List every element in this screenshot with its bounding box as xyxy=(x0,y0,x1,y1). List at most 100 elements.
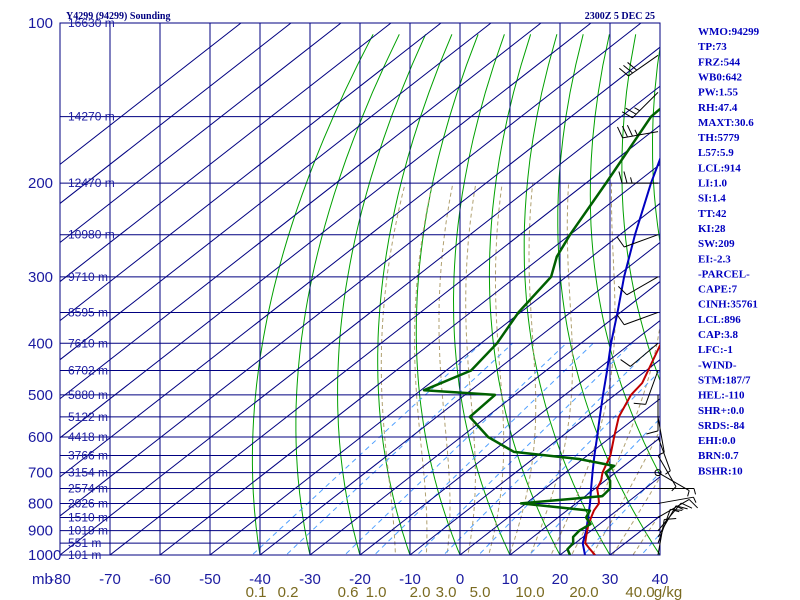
pressure-tick-label: 1000 xyxy=(28,547,61,564)
mixing-ratio-label: g/kg xyxy=(654,584,682,600)
temperature-trace-line xyxy=(584,343,660,555)
height-label: 16630 m xyxy=(68,16,115,30)
index-readout: WMO:94299 xyxy=(698,26,760,38)
wind-barb xyxy=(657,416,665,453)
index-readout: FRZ:544 xyxy=(698,56,741,68)
mixing-ratio-line xyxy=(582,471,660,555)
index-readout: CINH:35761 xyxy=(698,299,758,311)
height-label: 14270 m xyxy=(68,110,115,124)
temperature-tick-label: 10 xyxy=(502,571,519,588)
isotherm-line xyxy=(159,163,660,555)
wind-barb xyxy=(657,505,677,538)
temperature-tick-label: -20 xyxy=(349,571,371,588)
index-readout: CAPE:7 xyxy=(698,284,738,296)
index-readout: TP:73 xyxy=(698,41,727,53)
moist-adiabat-line xyxy=(488,183,505,555)
isotherm-line xyxy=(60,23,392,283)
wind-barb-flag xyxy=(620,359,631,367)
wind-barb-flag xyxy=(680,502,693,509)
dry-adiabat-line xyxy=(523,34,611,555)
wind-barb-flag xyxy=(692,496,697,503)
index-readout: LCL:896 xyxy=(698,314,741,326)
dry-adiabat-line xyxy=(295,34,400,555)
moist-adiabat-line xyxy=(508,183,537,555)
mixing-ratio-label: 0.1 xyxy=(246,584,267,600)
height-label: 6702 m xyxy=(68,364,108,378)
mixing-ratio-label: 40.0 xyxy=(625,584,654,600)
height-label: 3766 m xyxy=(68,448,108,462)
wind-barb-flag xyxy=(634,129,638,136)
pressure-tick-label: 700 xyxy=(28,465,53,482)
pressure-tick-label: 900 xyxy=(28,523,53,540)
pressure-tick-label: 200 xyxy=(28,175,53,192)
index-readout: EHI:0.0 xyxy=(698,435,736,447)
isotherm-line xyxy=(259,241,660,555)
isotherm-line xyxy=(60,46,660,517)
index-readout: BRN:0.7 xyxy=(698,450,739,462)
temperature-tick-label: -80 xyxy=(49,571,71,588)
mixing-ratio-label: 1.0 xyxy=(366,584,387,600)
temperature-tick-label: -10 xyxy=(399,571,421,588)
index-readout: CAP:3.8 xyxy=(698,329,739,341)
index-readout: TH:5779 xyxy=(698,132,740,144)
moist-adiabat-line xyxy=(591,428,660,555)
wind-barb-flag xyxy=(673,509,680,513)
index-readout: BSHR:10 xyxy=(698,465,743,477)
isotherm-line xyxy=(409,359,660,555)
mixing-ratio-line xyxy=(442,342,657,555)
wind-barb-flag xyxy=(687,490,690,497)
dry-adiabat-line xyxy=(793,34,800,566)
mixing-ratio-label: 0.6 xyxy=(338,584,359,600)
height-label: 3154 m xyxy=(68,466,108,480)
dewpoint-trace-line xyxy=(422,107,660,555)
wind-barb-flag xyxy=(630,177,633,184)
height-label: 8595 m xyxy=(68,305,108,319)
isotherm-line xyxy=(60,23,592,439)
pressure-tick-label: 600 xyxy=(28,429,53,446)
index-readout: -WIND- xyxy=(698,359,737,371)
wind-barb xyxy=(624,234,659,248)
index-readout: L57:5.9 xyxy=(698,147,734,159)
index-readout: SI:1.4 xyxy=(698,193,726,205)
index-readout: LFC:-1 xyxy=(698,344,733,356)
isotherm-line xyxy=(60,23,242,166)
height-label: 1510 m xyxy=(68,510,108,524)
wind-barb xyxy=(630,342,659,367)
height-label: 4418 m xyxy=(68,430,108,444)
isotherm-line xyxy=(509,437,660,555)
wind-barb-flag xyxy=(618,67,629,77)
mixing-ratio-label: 2.0 xyxy=(410,584,431,600)
mixing-ratio-line xyxy=(251,342,482,555)
mixing-ratio-label: 0.2 xyxy=(278,584,299,600)
chart-subtitle: 2300Z 5 DEC 25 xyxy=(585,11,655,22)
mixing-ratio-line xyxy=(344,342,567,555)
index-readout: KI:28 xyxy=(698,223,726,235)
wind-barb xyxy=(645,370,659,405)
moist-adiabat-line xyxy=(571,322,660,555)
dry-adiabat-line xyxy=(251,34,374,555)
index-readout: SHR+:0.0 xyxy=(698,405,745,417)
pressure-unit-label: mb xyxy=(32,571,53,588)
isotherm-line xyxy=(309,280,660,555)
wind-barb xyxy=(657,472,690,492)
chart-title: Y4299 (94299) Sounding xyxy=(66,11,170,22)
index-readout: WB0:642 xyxy=(698,71,743,83)
isotherm-line xyxy=(559,476,660,555)
isotherm-line xyxy=(459,398,660,555)
dry-adiabat-line xyxy=(589,34,660,476)
height-label: 5880 m xyxy=(68,388,108,402)
wind-barb xyxy=(657,509,671,544)
wind-barb xyxy=(624,311,659,326)
height-label: 101 m xyxy=(68,548,101,562)
temperature-tick-label: -60 xyxy=(149,571,171,588)
wind-barb xyxy=(628,54,659,77)
height-label: 9710 m xyxy=(68,270,108,284)
index-readout: EI:-2.3 xyxy=(698,253,731,265)
wind-barb-flag xyxy=(634,107,640,112)
wind-barb xyxy=(657,436,671,471)
wind-barb-flag xyxy=(617,126,624,139)
height-label: 5122 m xyxy=(68,410,108,424)
wind-barb-flag xyxy=(621,125,628,138)
pressure-tick-label: 800 xyxy=(28,495,53,512)
pressure-tick-label: 300 xyxy=(28,269,53,286)
